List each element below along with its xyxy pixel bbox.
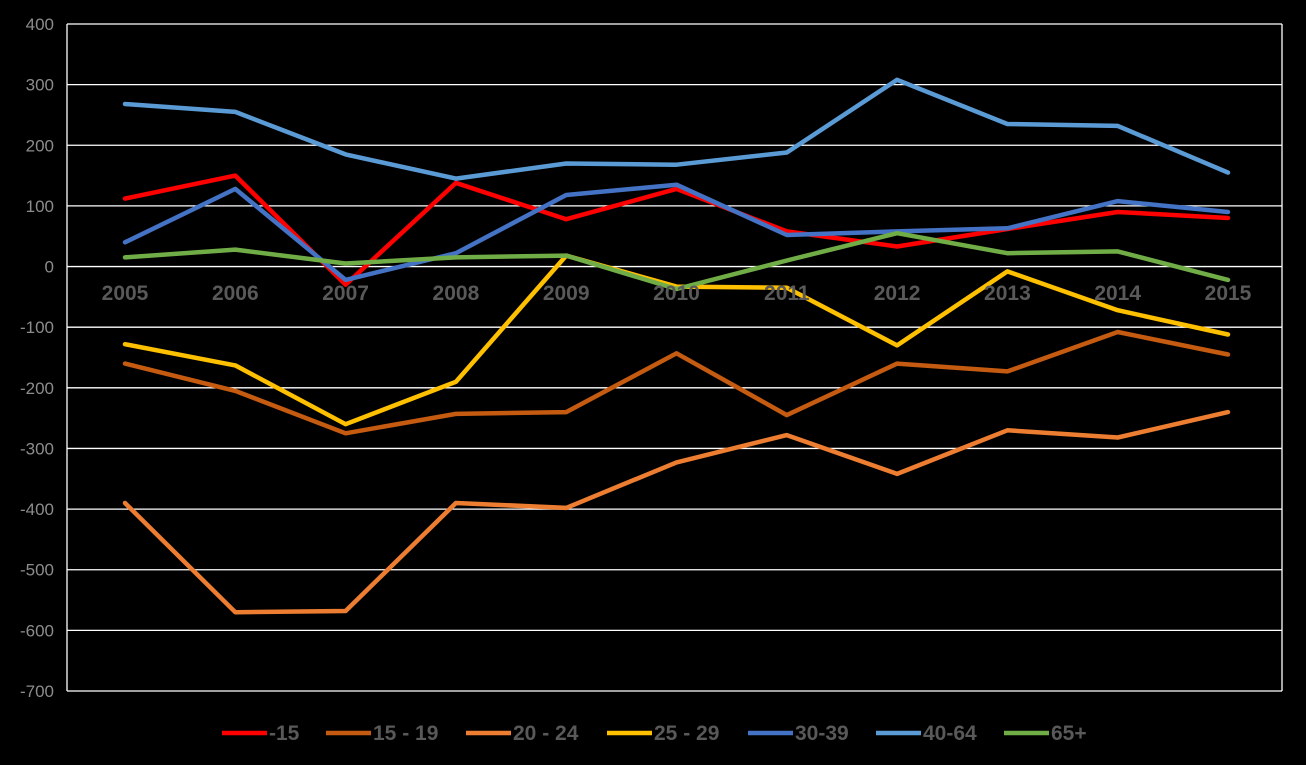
x-tick-label: 2010 [653,282,700,305]
gridlines [66,23,1283,692]
y-tick-label: -400 [20,500,54,519]
y-tick-label: -300 [20,439,54,458]
x-tick-label: 2005 [102,282,149,305]
x-tick-label: 2007 [322,282,369,305]
series-lines [122,77,1231,615]
series-line-0 [122,173,1231,287]
legend-label: 40-64 [923,722,977,745]
legend-label: 20 - 24 [513,722,579,745]
legend-label: 15 - 19 [373,722,438,745]
x-tick-label: 2013 [984,282,1031,305]
y-tick-label: -500 [20,561,54,580]
y-tick-label: -600 [20,621,54,640]
series-line-6 [122,230,1231,292]
x-tick-label: 2009 [543,282,590,305]
y-tick-label: -100 [20,318,54,337]
series-line-1 [122,329,1231,436]
y-tick-label: 200 [26,136,54,155]
x-tick-label: 2008 [433,282,480,305]
series-line-5 [122,77,1231,181]
y-tick-label: 400 [26,15,54,34]
y-tick-label: -700 [20,682,54,701]
y-tick-label: 0 [45,258,54,277]
x-axis-ticks: 2005 2006 2007 2008 2009 2010 2011 2012 2013 2014… [102,282,1252,305]
y-tick-label: 100 [26,197,54,216]
x-tick-label: 2006 [212,282,259,305]
y-tick-label: -200 [20,379,54,398]
legend-label: -15 [269,722,300,745]
legend: -15 15 - 19 20 - 24 25 - 29 30-39 40-64 65+ [222,722,1087,745]
series-line-4 [122,182,1231,283]
legend-label: 65+ [1051,722,1087,745]
y-tick-label: 300 [26,76,54,95]
x-tick-label: 2011 [764,282,810,305]
x-tick-label: 2015 [1205,282,1252,305]
x-tick-label: 2014 [1094,282,1141,305]
legend-label: 25 - 29 [654,722,719,745]
x-tick-label: 2012 [874,282,921,305]
series-line-3 [122,253,1231,427]
series-line-2 [122,409,1231,615]
y-axis-ticks: 400 300 200 100 0 -100 -200 -300 -400 -500 -600 -70… [20,15,54,701]
legend-label: 30-39 [795,722,849,745]
